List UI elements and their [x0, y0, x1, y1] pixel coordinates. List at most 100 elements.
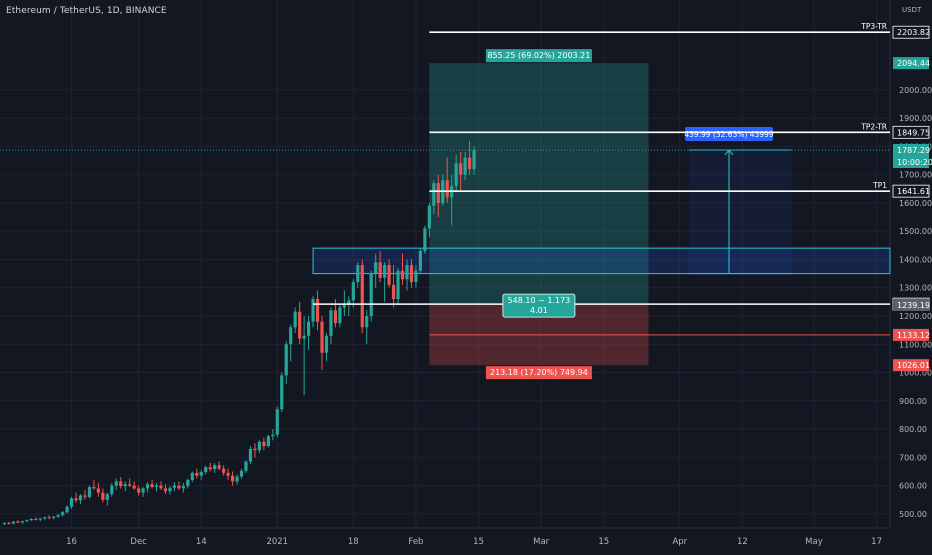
candle-body — [329, 310, 333, 336]
candle-body — [383, 265, 387, 278]
candle-body — [29, 518, 33, 521]
candle-body — [427, 205, 431, 229]
candle-body — [418, 250, 423, 271]
x-tick-label: 2021 — [266, 537, 288, 547]
candle-body — [16, 521, 20, 523]
candle-body — [271, 434, 275, 437]
candle-body — [114, 481, 118, 486]
candle-body — [69, 498, 74, 507]
candle-body — [320, 321, 324, 353]
candle-body — [347, 300, 351, 305]
candle-body — [423, 228, 427, 251]
candle-body — [226, 472, 230, 476]
candle-body — [239, 470, 244, 477]
candle-body — [289, 327, 293, 345]
target-label: 855.25 (69.02%) 2003.21 — [487, 51, 590, 60]
y-tick-label: 1600.00 — [899, 199, 932, 208]
candle-body — [159, 485, 163, 489]
candle-body — [52, 516, 56, 518]
price-tag-bg — [893, 298, 929, 311]
y-tick-label: 1700.00 — [899, 171, 932, 180]
candle-body — [306, 321, 311, 336]
candle-body — [222, 468, 226, 473]
price-tag: 1641.61 — [897, 187, 930, 196]
candle-body — [257, 441, 261, 451]
ratio-label-1: 548.10 ~ 1.173 — [508, 296, 571, 305]
countdown-label: 10:00:20 — [897, 158, 932, 167]
candle-body — [74, 498, 78, 501]
candle-body — [365, 315, 369, 328]
currency-label: USDT — [902, 6, 922, 14]
candle-body — [400, 270, 405, 280]
x-tick-label: Dec — [130, 537, 147, 547]
y-tick-label: 1500.00 — [899, 227, 932, 236]
candle-body — [432, 183, 436, 206]
x-tick-label: 15 — [473, 537, 484, 547]
stop-label: 213.18 (17.20%) 749.94 — [490, 368, 588, 377]
candle-body — [43, 517, 47, 519]
candle-body — [280, 375, 284, 410]
candle-body — [186, 479, 190, 487]
candle-body — [101, 492, 105, 500]
x-tick-label: 18 — [348, 537, 359, 547]
candle-body — [235, 476, 239, 482]
profit-zone — [429, 63, 649, 305]
price-tag: 2203.82 — [897, 28, 930, 37]
price-tag-bg — [893, 328, 929, 341]
target-label-bg — [485, 49, 592, 63]
level-label: TP3-TR — [860, 22, 887, 31]
candle-body — [409, 265, 414, 283]
candle-body — [208, 467, 212, 470]
candle-body — [38, 518, 42, 520]
level-label: TP1 — [872, 181, 887, 190]
candle-body — [168, 487, 172, 492]
candle-body — [7, 522, 11, 524]
price-tag-bg — [892, 25, 930, 39]
y-tick-label: 700.00 — [899, 453, 927, 462]
candle-body — [78, 495, 83, 501]
candle-body — [213, 465, 217, 470]
candle-body — [2, 522, 7, 524]
y-tick-label: 900.00 — [899, 397, 927, 406]
y-tick-label: 800.00 — [899, 425, 927, 434]
price-tag-bg — [893, 143, 929, 156]
x-tick-label: May — [805, 537, 823, 547]
candle-body — [181, 486, 185, 489]
candle-body — [360, 265, 364, 328]
candle-body — [396, 270, 400, 300]
candle-body — [132, 485, 136, 489]
candle-body — [298, 311, 302, 339]
candle-body — [293, 311, 297, 328]
price-tag: 1026.01 — [897, 361, 930, 370]
candle-body — [123, 484, 127, 487]
candle-body — [275, 409, 279, 435]
x-tick-label: 17 — [871, 537, 882, 547]
candle-body — [141, 488, 145, 493]
candle-body — [467, 157, 472, 169]
candle-body — [20, 521, 24, 523]
candle-body — [338, 307, 342, 324]
countdown-bg — [893, 155, 929, 168]
price-tag-bg — [893, 57, 929, 70]
price-tag: 1849.75 — [897, 128, 930, 137]
x-tick-label: Apr — [672, 537, 687, 547]
candle-body — [83, 495, 87, 497]
candle-body — [351, 282, 355, 301]
candle-body — [342, 304, 346, 308]
ratio-label-2: 4.01 — [530, 306, 548, 315]
support-zone — [312, 247, 891, 275]
candle-body — [217, 465, 221, 469]
candle-body — [65, 506, 69, 513]
price-tag: 1239.19 — [897, 301, 930, 310]
y-tick-label: 1000.00 — [899, 369, 932, 378]
measure-label-bg — [684, 126, 773, 141]
candle-body — [324, 335, 329, 353]
candle-body — [137, 488, 141, 493]
candle-body — [356, 265, 360, 283]
candle-body — [315, 299, 320, 322]
candle-body — [204, 467, 208, 473]
candle-body — [61, 512, 65, 515]
candle-body — [284, 344, 288, 376]
